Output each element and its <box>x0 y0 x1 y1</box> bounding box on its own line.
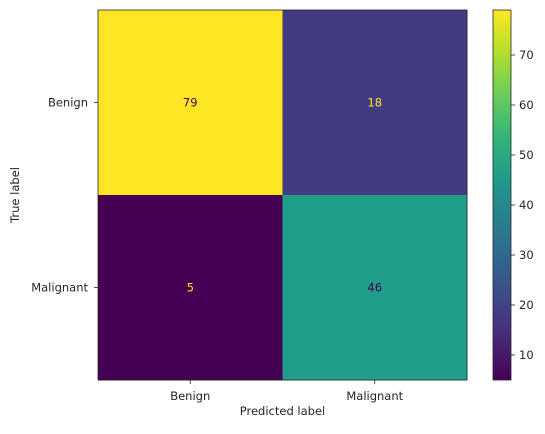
colorbar-tick-label: 20 <box>519 298 534 312</box>
y-axis-label: True label <box>8 167 22 224</box>
cell-value-label: 46 <box>367 281 382 295</box>
colorbar-ticks: 10 20 30 40 50 60 70 <box>511 48 534 362</box>
x-tick-label: Malignant <box>346 389 403 403</box>
colorbar-tick-label: 70 <box>519 48 534 62</box>
colorbar-tick-label: 40 <box>519 198 534 212</box>
y-tick-label: Benign <box>48 96 88 110</box>
x-axis-label: Predicted label <box>240 404 325 418</box>
cell-value-label: 5 <box>187 281 194 295</box>
heatmap-cell <box>282 195 468 381</box>
colorbar <box>492 9 512 381</box>
y-tick-labels: Benign Malignant <box>31 96 98 295</box>
cell-labels: 79 18 5 46 <box>183 96 382 295</box>
x-tick-label: Benign <box>170 389 210 403</box>
colorbar-tick-label: 10 <box>519 348 534 362</box>
heatmap-cell <box>282 10 468 196</box>
colorbar-tick-label: 50 <box>519 148 534 162</box>
heatmap-cells <box>98 10 468 381</box>
heatmap-cell <box>98 195 283 381</box>
heatmap-cell <box>98 10 283 196</box>
y-tick-label: Malignant <box>31 281 88 295</box>
cell-value-label: 18 <box>367 96 382 110</box>
colorbar-tick-label: 30 <box>519 248 534 262</box>
cell-value-label: 79 <box>183 96 198 110</box>
colorbar-tick-label: 60 <box>519 98 534 112</box>
x-tick-labels: Benign Malignant <box>170 380 404 403</box>
plot-frame <box>97 9 468 381</box>
